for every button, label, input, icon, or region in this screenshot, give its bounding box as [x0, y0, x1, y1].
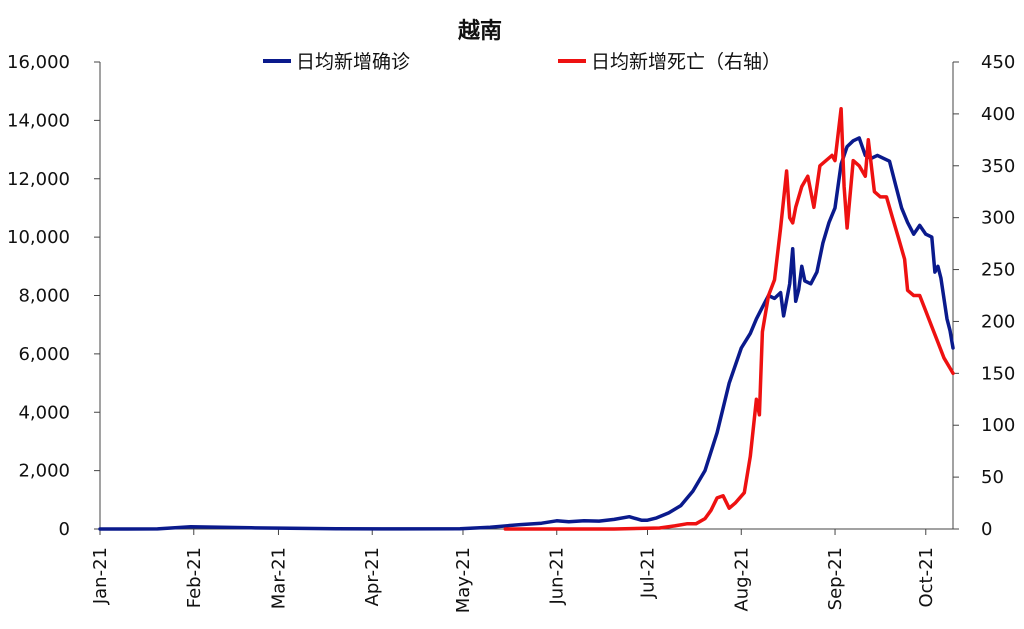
x-tick-label: Mar-21 [268, 547, 289, 609]
y-right-tick-label: 0 [981, 519, 992, 540]
x-tick-label: Feb-21 [184, 547, 205, 608]
x-tick-label: Aug-21 [731, 547, 752, 612]
x-tick-label: Jul-21 [637, 547, 658, 599]
y-right-tick-label: 150 [981, 363, 1015, 384]
x-tick-label: Jun-21 [547, 547, 568, 606]
y-left-tick-label: 8,000 [18, 286, 70, 307]
legend: 日均新增确诊 日均新增死亡（右轴） [263, 51, 781, 73]
y-left-tick-label: 16,000 [7, 52, 70, 73]
legend-label-confirmed: 日均新增确诊 [296, 51, 410, 73]
y-right-tick-label: 250 [981, 260, 1015, 281]
y-right-tick-label: 350 [981, 156, 1015, 177]
y-left-tick-label: 10,000 [7, 227, 70, 248]
y-right-tick-label: 300 [981, 208, 1015, 229]
y-left-tick-label: 2,000 [18, 461, 70, 482]
axes: 0 2,000 4,000 6,000 8,000 10,000 12,000 14,000 1… [7, 52, 1015, 613]
y-right-tick-label: 200 [981, 311, 1015, 332]
y-left-tick-label: 4,000 [18, 402, 70, 423]
y-right-tick-label: 100 [981, 415, 1015, 436]
chart-title: 越南 [457, 19, 502, 44]
series-line-deaths [503, 106, 955, 531]
x-tick-label: Sep-21 [825, 547, 846, 610]
y-left-tick-label: 14,000 [7, 110, 70, 131]
x-tick-label: Apr-21 [362, 547, 383, 606]
legend-label-deaths: 日均新增死亡（右轴） [591, 51, 781, 73]
y-right-tick-label: 450 [981, 52, 1015, 73]
x-tick-label: May-21 [453, 547, 474, 613]
y-left-tick-label: 0 [59, 519, 70, 540]
y-left-tick-label: 6,000 [18, 344, 70, 365]
y-left-tick-label: 12,000 [7, 169, 70, 190]
series-line-confirmed [98, 136, 955, 531]
x-tick-label: Oct-21 [916, 547, 937, 608]
x-tick-label: Jan-21 [90, 547, 111, 605]
series-layer [98, 106, 955, 531]
y-right-tick-label: 50 [981, 467, 1004, 488]
y-right-tick-label: 400 [981, 104, 1015, 125]
